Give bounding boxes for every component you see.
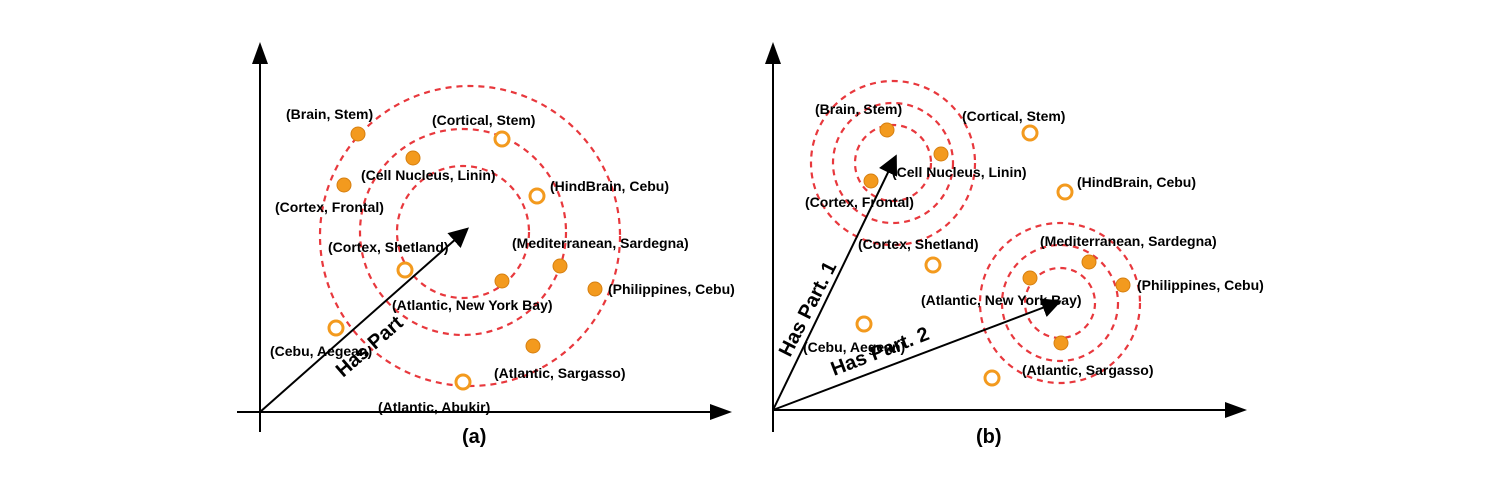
panel-b-upper-ring-outer xyxy=(809,79,977,247)
panel-b-label-cortex-shetland: (Cortex, Shetland) xyxy=(858,236,979,252)
panel-a-point-cortex-shetland xyxy=(396,261,414,279)
panel-b-label-brain-stem: (Brain, Stem) xyxy=(815,101,902,117)
panel-b-label-cebu-aegean: (Cebu, Aegean) xyxy=(803,339,905,355)
panel-b-lower-ring-middle xyxy=(1000,243,1120,363)
panel-b-y-arrow xyxy=(765,42,781,64)
panel-a-label-atlantic-sargasso: (Atlantic, Sargasso) xyxy=(494,365,625,381)
panel-a-label-philippines-cebu: (Philippines, Cebu) xyxy=(608,281,735,297)
panel-a-relation-vector xyxy=(259,227,469,413)
panel-a-point-cortex-frontal xyxy=(336,177,352,193)
panel-b-label-philippines-cebu: (Philippines, Cebu) xyxy=(1137,277,1264,293)
panel-b-point-mediterranean-sardegna xyxy=(1081,254,1097,270)
panel-a-y-arrow xyxy=(252,42,268,64)
panel-a-point-philippines-cebu xyxy=(587,281,603,297)
panel-a-ring-inner xyxy=(395,164,531,300)
panel-a-points xyxy=(327,126,603,391)
panel-b-upper-ring-inner xyxy=(853,123,933,203)
panel-a-label-atlantic-abukir: (Atlantic, Abukir) xyxy=(378,399,490,415)
panel-b-label-mediterranean-sardegna: (Mediterranean, Sardegna) xyxy=(1040,233,1217,249)
panel-a: (Brain, Stem) (Cortical, Stem) (Cell Nuc… xyxy=(237,42,735,448)
panel-a-label-atlantic-new-york-bay: (Atlantic, New York Bay) xyxy=(392,297,553,313)
panel-b-point-cell-nucleus-linin xyxy=(933,146,949,162)
panel-a-caption: (a) xyxy=(462,426,486,448)
panel-a-label-cell-nucleus-linin: (Cell Nucleus, Linin) xyxy=(361,167,496,183)
panel-a-point-cortical-stem xyxy=(493,130,511,148)
panel-a-x-arrow xyxy=(710,404,732,420)
panel-b-label-cortex-frontal: (Cortex, Frontal) xyxy=(805,194,914,210)
panel-b-point-atlantic-sargasso xyxy=(1053,335,1069,351)
panel-b-point-cortical-stem xyxy=(1021,124,1039,142)
panel-b-point-brain-stem xyxy=(879,122,895,138)
panel-b-point-hindbrain-cebu xyxy=(1056,183,1074,201)
panel-a-point-atlantic-new-york-bay xyxy=(494,273,510,289)
panel-b-relation-vector-1 xyxy=(772,154,898,411)
panel-a-point-mediterranean-sardegna xyxy=(552,258,568,274)
panel-a-point-atlantic-sargasso xyxy=(525,338,541,354)
panel-a-ring-middle xyxy=(358,127,568,337)
panel-a-label-cortical-stem: (Cortical, Stem) xyxy=(432,112,535,128)
panel-a-label-cortex-frontal: (Cortex, Frontal) xyxy=(275,199,384,215)
panel-b-points xyxy=(855,122,1131,387)
panel-b: (Brain, Stem) (Cortical, Stem) (Cell Nuc… xyxy=(765,42,1264,448)
panel-b-label-atlantic-new-york-bay: (Atlantic, New York Bay) xyxy=(921,292,1082,308)
panel-b-label-atlantic-sargasso: (Atlantic, Sargasso) xyxy=(1022,362,1153,378)
panel-a-label-cortex-shetland: (Cortex, Shetland) xyxy=(328,239,449,255)
panel-a-label-mediterranean-sardegna: (Mediterranean, Sardegna) xyxy=(512,235,689,251)
panel-a-point-brain-stem xyxy=(350,126,366,142)
panel-a-label-cebu-aegean: (Cebu, Aegean) xyxy=(270,343,372,359)
panel-b-lower-ring-inner xyxy=(1023,266,1097,340)
panel-b-point-atlantic-new-york-bay xyxy=(1022,270,1038,286)
panel-b-label-cell-nucleus-linin: (Cell Nucleus, Linin) xyxy=(892,164,1027,180)
panel-b-label-cortical-stem: (Cortical, Stem) xyxy=(962,108,1065,124)
panel-b-point-philippines-cebu xyxy=(1115,277,1131,293)
panel-a-point-cell-nucleus-linin xyxy=(405,150,421,166)
panel-b-point-cortex-frontal xyxy=(863,173,879,189)
panel-a-point-atlantic-abukir xyxy=(454,373,472,391)
panel-a-point-cebu-aegean xyxy=(327,319,345,337)
panel-a-point-hindbrain-cebu xyxy=(528,187,546,205)
panel-a-label-brain-stem: (Brain, Stem) xyxy=(286,106,373,122)
panel-b-upper-ring-middle xyxy=(831,101,955,225)
panel-b-point-cortex-shetland xyxy=(924,256,942,274)
panel-b-caption: (b) xyxy=(976,426,1002,448)
panel-b-relation-vector-2 xyxy=(772,298,1062,411)
panel-a-label-hindbrain-cebu: (HindBrain, Cebu) xyxy=(550,178,669,194)
panel-b-point-atlantic-abukir xyxy=(983,369,1001,387)
panel-b-label-hindbrain-cebu: (HindBrain, Cebu) xyxy=(1077,174,1196,190)
panel-b-x-arrow xyxy=(1225,402,1247,418)
panel-b-point-cebu-aegean xyxy=(855,315,873,333)
panel-b-lower-ring-outer xyxy=(978,221,1142,385)
